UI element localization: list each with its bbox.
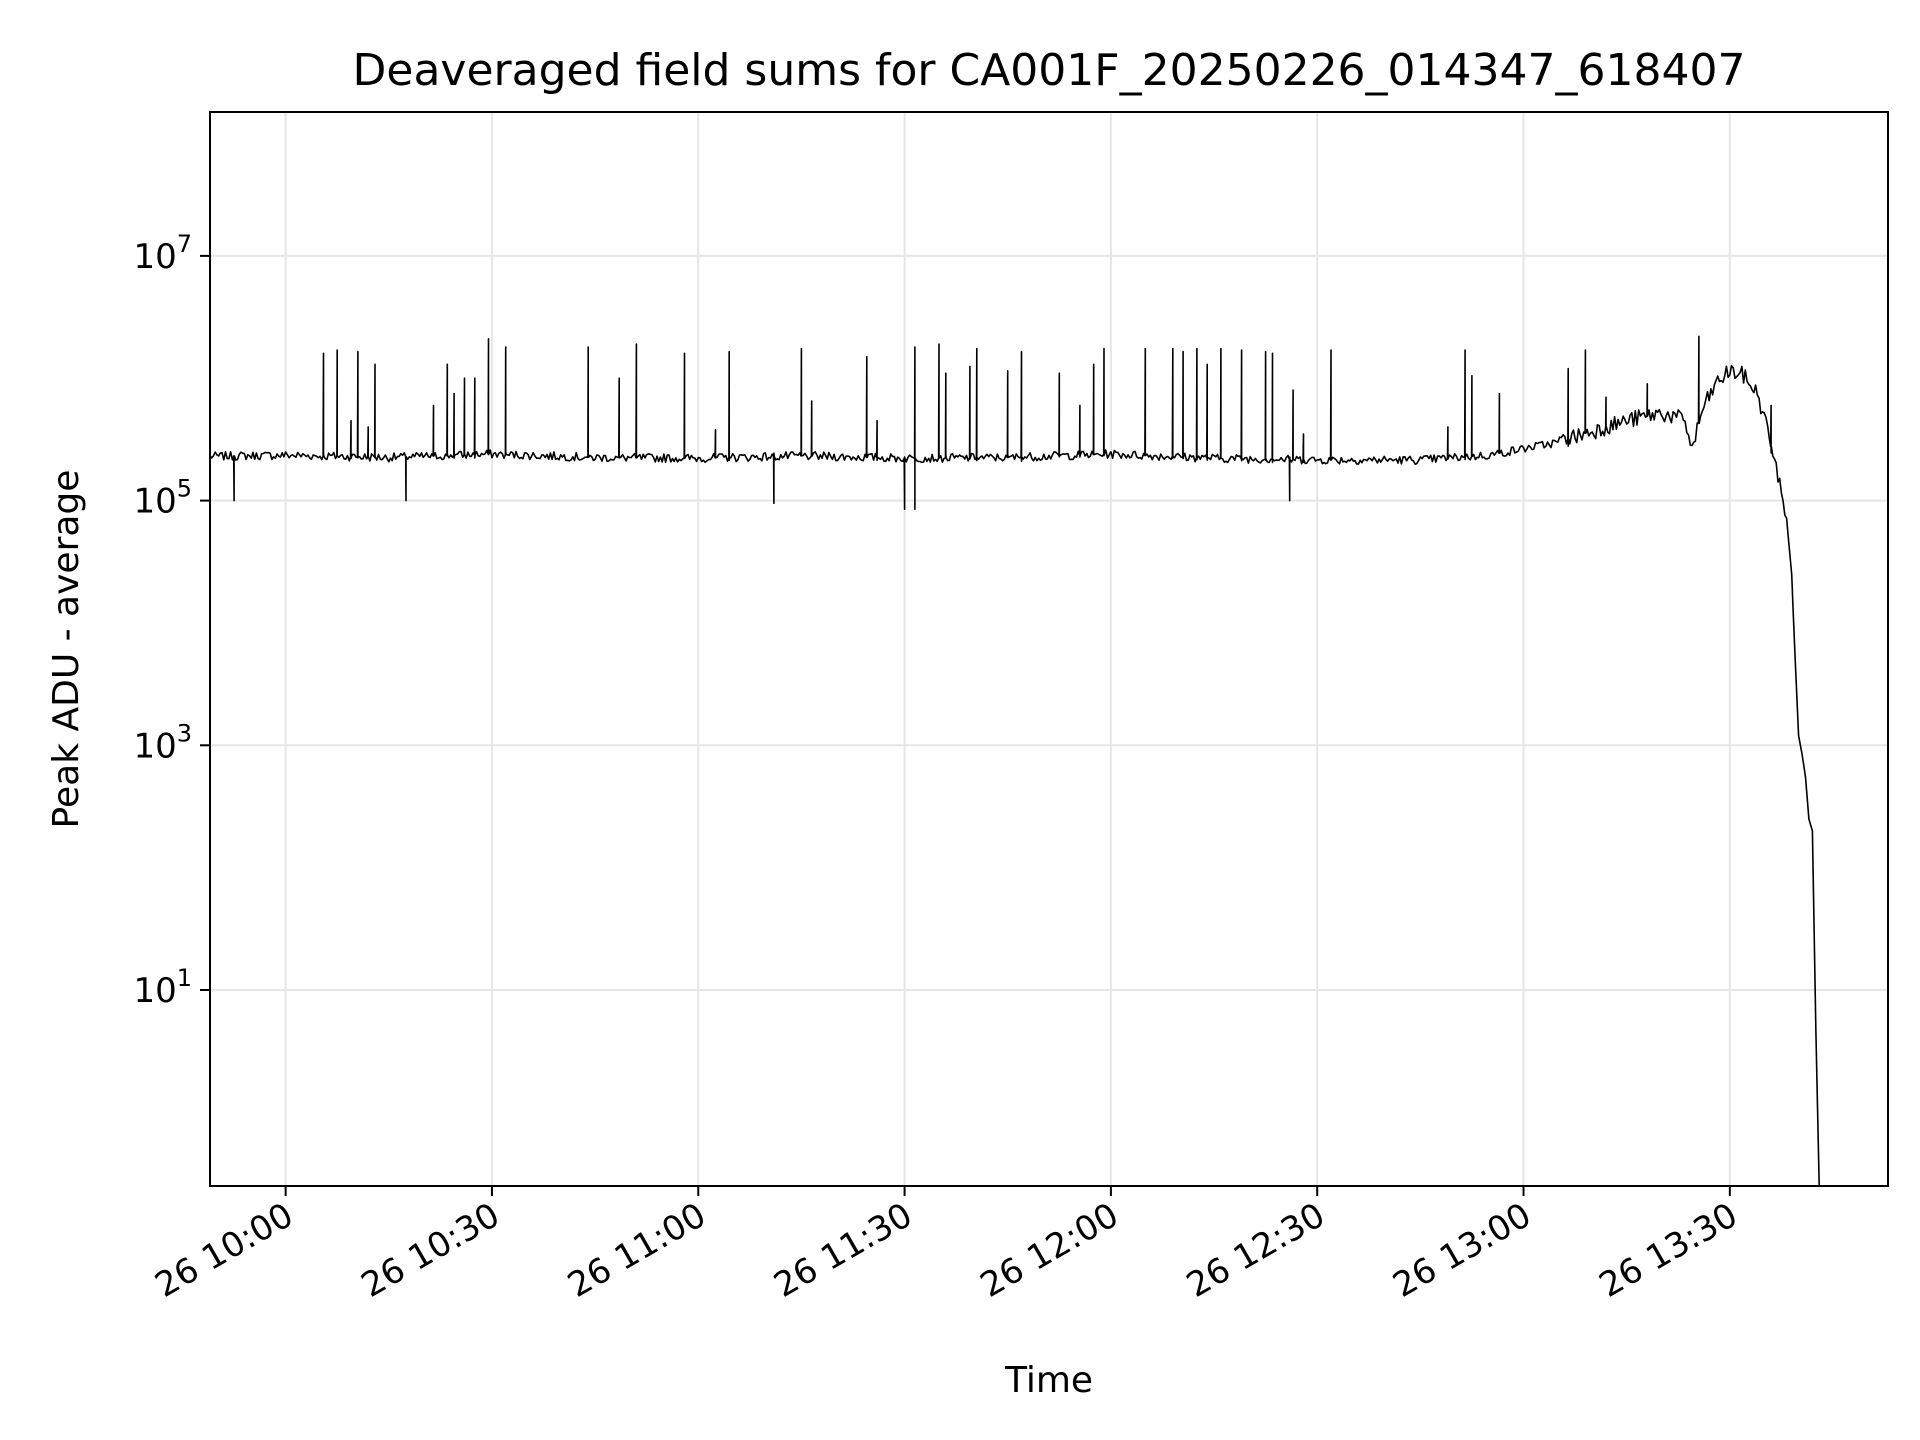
y-tick-base: 10	[133, 726, 176, 766]
chart-title: Deaveraged field sums for CA001F_2025022…	[353, 45, 1746, 96]
y-tick-base: 10	[133, 237, 176, 277]
y-tick-exponent: 5	[177, 475, 192, 503]
plot-area-frame	[209, 111, 1889, 1187]
y-tick-label: 105	[133, 475, 192, 522]
grid	[210, 112, 1888, 1186]
y-tick-exponent: 7	[177, 230, 192, 258]
y-tick-exponent: 3	[177, 719, 192, 747]
series-line-group	[210, 335, 1820, 1186]
series-line	[210, 335, 1820, 1186]
y-tick-label: 107	[133, 230, 192, 277]
y-axis-label: Peak ADU - average	[46, 470, 87, 829]
y-tick-base: 10	[133, 482, 176, 522]
x-axis-label: Time	[1004, 1360, 1093, 1401]
y-tick-base: 10	[133, 971, 176, 1011]
y-tick-label: 101	[133, 964, 192, 1011]
y-tick-exponent: 1	[177, 964, 192, 992]
y-tick-label: 103	[133, 719, 192, 766]
